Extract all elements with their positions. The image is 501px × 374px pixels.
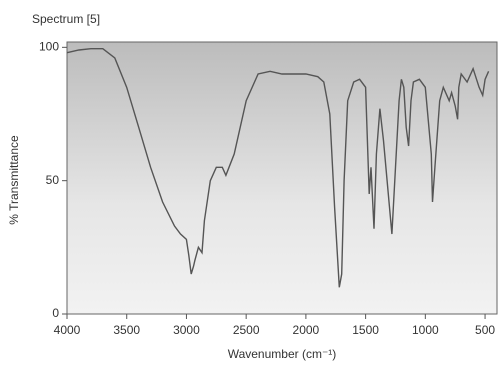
x-tick-label: 3000 <box>173 323 200 337</box>
y-tick-label: 50 <box>46 173 60 187</box>
spectrum-line <box>66 48 490 288</box>
x-tick-label: 4000 <box>54 323 81 337</box>
y-axis-label: % Transmittance <box>7 135 21 225</box>
y-tick-label: 0 <box>52 306 59 320</box>
x-axis-label: Wavenumber (cm⁻¹) <box>228 347 337 361</box>
chart-title: Spectrum [5] <box>32 12 100 26</box>
y-tick-label: 100 <box>39 40 59 54</box>
x-tick-label: 2500 <box>233 323 260 337</box>
x-tick-label: 2000 <box>293 323 320 337</box>
x-tick-label: 1500 <box>352 323 379 337</box>
x-tick-label: 3500 <box>113 323 140 337</box>
x-tick-label: 500 <box>475 323 495 337</box>
x-tick-label: 1000 <box>412 323 439 337</box>
